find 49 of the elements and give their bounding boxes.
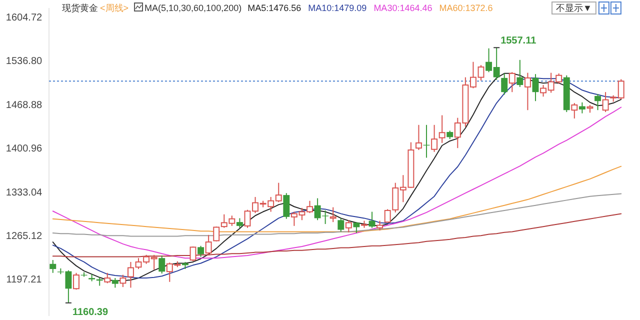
annotation: 1557.11 — [500, 36, 537, 47]
candlestick — [602, 92, 609, 113]
candlestick — [120, 274, 126, 288]
candlestick — [283, 192, 290, 220]
candlestick — [345, 220, 352, 233]
candlestick — [431, 124, 438, 152]
candlestick — [104, 272, 111, 284]
candlestick — [112, 278, 118, 288]
y-tick-label: 1536.80 — [6, 56, 43, 68]
annotation: 不显示▼ — [556, 3, 592, 13]
y-tick-label: 1197.21 — [6, 274, 42, 286]
text: MA30:1464.46 — [374, 3, 432, 13]
candlestick — [416, 124, 422, 150]
legend-title: MA(5,10,30,60,100,200) — [144, 3, 242, 13]
line-series — [52, 106, 622, 259]
candlestick — [594, 94, 601, 111]
candlestick — [376, 220, 384, 231]
y-tick-label: 1468.88 — [6, 100, 43, 111]
y-tick-label: 1400.96 — [6, 144, 43, 155]
candlestick — [368, 211, 376, 228]
text: MA10:1479.09 — [308, 3, 367, 13]
candlestick — [236, 218, 243, 228]
candlestick — [330, 206, 336, 223]
text: MA60:1372.6 — [439, 3, 493, 13]
text: MA5:1476.56 — [248, 3, 302, 13]
candlestick — [198, 245, 204, 258]
candlestick — [508, 72, 516, 93]
candlestick — [438, 114, 446, 144]
candlestick — [516, 59, 524, 88]
candlestick — [338, 218, 344, 232]
candlestick — [190, 246, 196, 262]
candlestick — [532, 74, 539, 102]
candlestick — [501, 72, 508, 96]
candlestick — [571, 102, 578, 119]
candlestick — [353, 222, 360, 234]
annotation: 1160.39 — [72, 306, 108, 318]
candlestick — [524, 72, 531, 111]
y-tick-label: 1265.12 — [6, 230, 43, 242]
chart-title: 现货黄金 — [62, 3, 98, 13]
y-tick-label: 1333.04 — [6, 187, 43, 198]
candlestick — [73, 272, 80, 290]
chart-subtitle: <周线> — [100, 3, 129, 13]
candlestick — [50, 260, 56, 274]
candlestick — [578, 102, 586, 114]
y-tick-label: 1604.72 — [6, 12, 43, 24]
line-series — [52, 193, 622, 237]
line-series — [52, 166, 622, 232]
candlestick — [158, 255, 166, 274]
candlestick — [205, 234, 212, 256]
